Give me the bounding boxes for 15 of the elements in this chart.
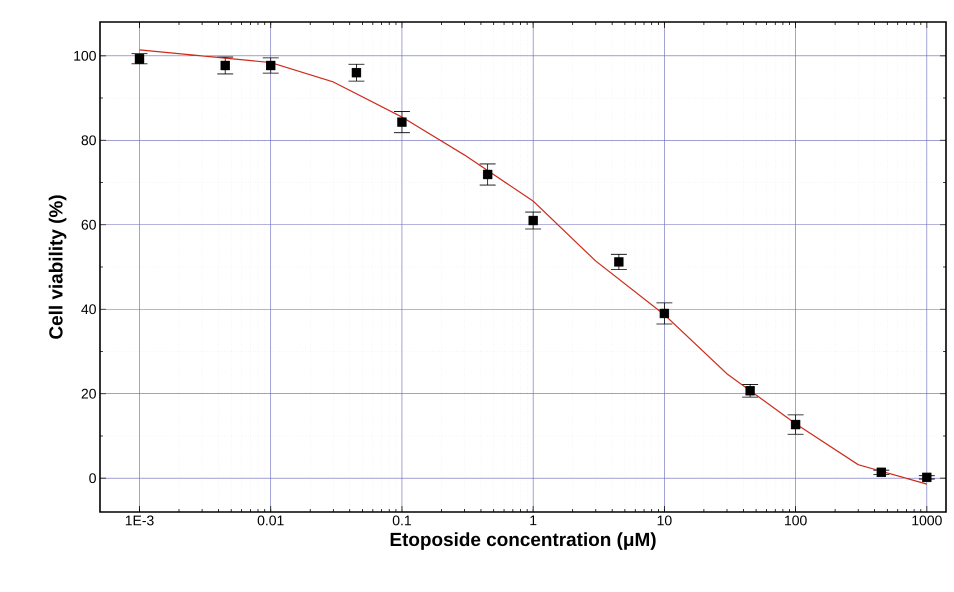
y-tick-label: 0 xyxy=(89,473,96,484)
y-tick-label: 60 xyxy=(82,220,96,230)
y-axis-title: Cell viability (%) xyxy=(48,195,66,339)
x-tick-label: 1 xyxy=(530,516,536,526)
x-tick-label: 1E-3 xyxy=(126,516,154,526)
x-tick-label: 0.1 xyxy=(392,516,411,526)
x-axis-title: Etoposide concentration (μM) xyxy=(390,532,656,550)
y-tick-label: 100 xyxy=(74,50,96,61)
y-tick-label: 80 xyxy=(82,135,96,146)
y-tick-label: 40 xyxy=(81,304,96,314)
x-tick-label: 10 xyxy=(658,516,672,526)
y-tick-label: 20 xyxy=(82,388,96,399)
x-tick-label: 100 xyxy=(785,516,807,526)
x-tick-label: 0.01 xyxy=(258,516,284,526)
x-tick-label: 1000 xyxy=(912,516,942,526)
